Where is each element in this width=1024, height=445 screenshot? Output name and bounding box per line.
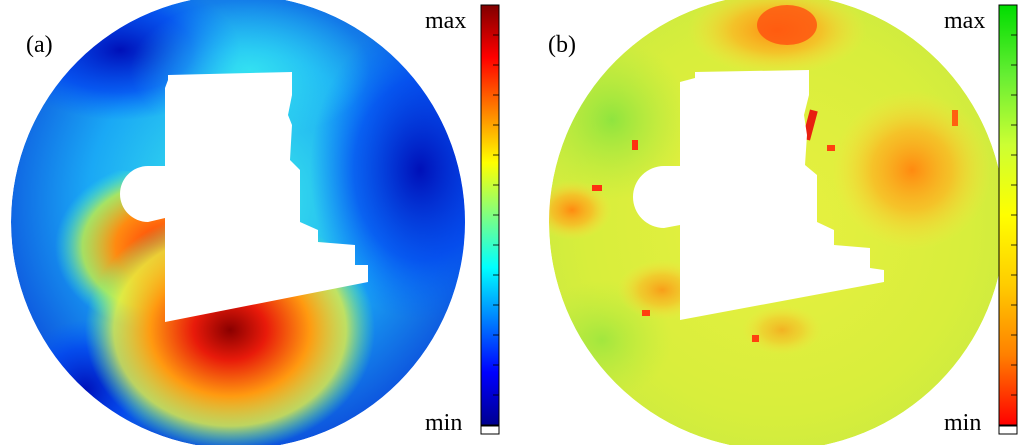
mask-cutout — [633, 70, 884, 320]
panel-label: (a) — [26, 32, 53, 58]
panel-a: (a) max min — [11, 0, 500, 445]
panel-b: (b) max min — [512, 0, 1024, 445]
colorbar-min-label: min — [944, 410, 982, 436]
colorbar — [998, 4, 1018, 435]
colorbar-min-label: min — [425, 410, 463, 436]
colorbar — [480, 4, 500, 435]
colorbar-max-label: max — [944, 8, 986, 34]
panel-label: (b) — [548, 32, 576, 58]
colorbar-max-label: max — [425, 8, 467, 34]
field-plot-a — [11, 0, 465, 445]
field-plot-b — [549, 0, 1005, 445]
mask-cutout — [120, 72, 368, 322]
